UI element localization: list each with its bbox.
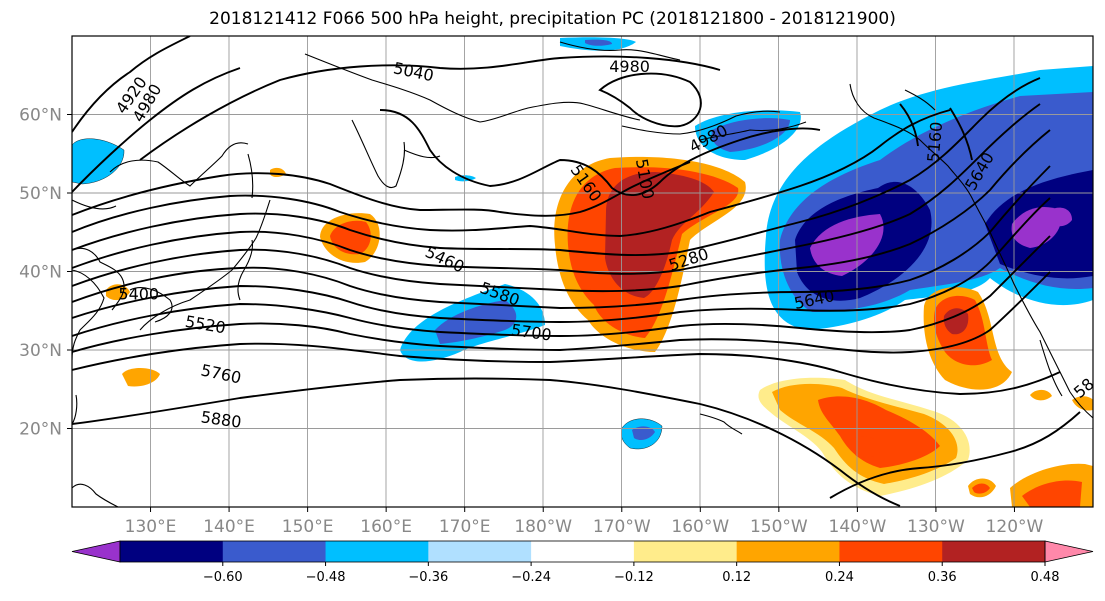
- colorbar-segment: [531, 541, 635, 562]
- contour-label: 5400: [118, 284, 159, 303]
- lon-tick-label: 150°W: [750, 517, 808, 537]
- colorbar-segment: [736, 541, 840, 562]
- lon-tick-label: 170°W: [593, 517, 651, 537]
- lat-tick-label: 30°N: [19, 341, 62, 361]
- contour-label: 5160: [924, 121, 946, 163]
- lon-tick-label: 170°E: [439, 517, 491, 537]
- colorbar-segment: [633, 541, 738, 562]
- latitude-axis: 60°N 50°N 40°N 30°N 20°N: [19, 106, 72, 440]
- lon-tick-label: 130°W: [907, 517, 965, 537]
- lon-tick-label: 140°E: [203, 517, 255, 537]
- colorbar-tick-label: 0.12: [722, 570, 751, 585]
- colorbar-tick-label: −0.24: [511, 570, 551, 585]
- lat-tick-label: 20°N: [19, 420, 62, 440]
- colorbar-tick-label: 0.24: [825, 570, 854, 585]
- lon-tick-label: 140°W: [829, 517, 887, 537]
- lon-tick-label: 160°W: [671, 517, 729, 537]
- lat-tick-label: 50°N: [19, 184, 62, 204]
- colorbar-segment: [428, 541, 532, 562]
- lon-tick-label: 120°W: [986, 517, 1044, 537]
- lon-tick-label: 180°W: [514, 517, 572, 537]
- map-title: 2018121412 F066 500 hPa height, precipit…: [209, 9, 896, 29]
- lat-tick-label: 60°N: [19, 106, 62, 126]
- colorbar: −0.60 −0.48 −0.36 −0.24 −0.12 0.12 0.24 0.36 0.4…: [71, 540, 1094, 585]
- colorbar-tick-label: −0.48: [306, 570, 346, 585]
- colorbar-segment: [839, 541, 943, 562]
- lon-tick-label: 160°E: [360, 517, 412, 537]
- longitude-axis: 130°E 140°E 150°E 160°E 170°E 180°W 170°W 160°W…: [125, 507, 1044, 537]
- lon-tick-label: 130°E: [125, 517, 177, 537]
- colorbar-segment: [120, 541, 224, 562]
- colorbar-segment: [942, 541, 1046, 562]
- colorbar-tick-label: 0.48: [1031, 570, 1060, 585]
- colorbar-tick-label: −0.60: [203, 570, 243, 585]
- colorbar-segment: [222, 541, 327, 562]
- colorbar-tick-label: 0.36: [928, 570, 957, 585]
- colorbar-tick-label: −0.36: [408, 570, 448, 585]
- colorbar-extend-low: [71, 540, 121, 563]
- colorbar-tick-label: −0.12: [614, 570, 654, 585]
- height-contours: [72, 36, 1081, 507]
- colorbar-frame: [119, 540, 1046, 563]
- lon-tick-label: 150°E: [282, 517, 334, 537]
- coastlines: [72, 41, 1093, 507]
- lat-tick-label: 40°N: [19, 263, 62, 283]
- colorbar-segment: [325, 541, 429, 562]
- contour-label: 4980: [609, 57, 650, 76]
- colorbar-extend-high: [1044, 540, 1094, 563]
